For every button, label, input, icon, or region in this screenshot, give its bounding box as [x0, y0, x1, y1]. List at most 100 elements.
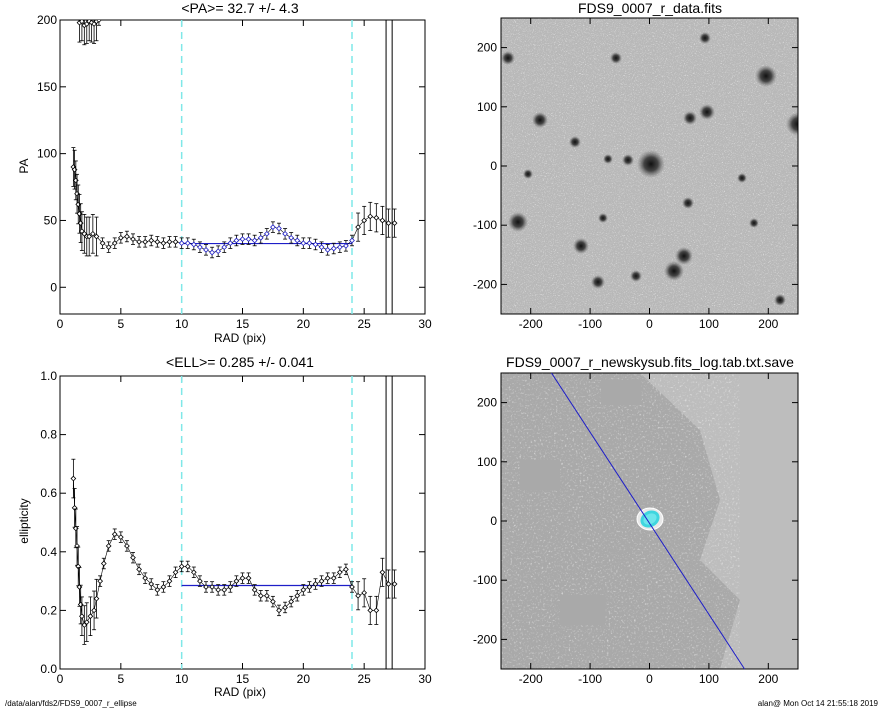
ell-data-point — [209, 584, 215, 590]
pa-data-point — [130, 236, 136, 243]
ell-data-point — [288, 598, 295, 605]
pa-data-point — [373, 214, 380, 221]
pa-x-tick-label: 5 — [117, 317, 124, 331]
ell-series-line — [73, 478, 395, 626]
pa-data-point — [288, 234, 295, 241]
pa-y-tick-label: 100 — [37, 147, 57, 161]
ell-data-point — [124, 543, 130, 549]
pa-data-point — [184, 240, 191, 247]
ell-data-point — [117, 534, 124, 541]
data-x-tick-label: 200 — [758, 317, 778, 331]
pa-data-point — [86, 20, 93, 25]
ell-data-point — [355, 592, 361, 599]
pa-x-tick-label: 30 — [418, 317, 432, 331]
pa-data-point — [105, 244, 112, 251]
pa-data-point — [270, 224, 276, 231]
pa-data-point — [148, 237, 155, 244]
ell-y-axis-label: ellipticity — [17, 498, 31, 543]
ell-data-point — [184, 563, 191, 570]
pa-data-point — [124, 233, 130, 240]
pa-data-point — [154, 238, 161, 245]
data-x-tick-label: 100 — [699, 317, 719, 331]
pa-chart-title: <PA>= 32.7 +/- 4.3 — [181, 0, 298, 16]
model-x-tick-label: 200 — [758, 672, 778, 686]
ell-y-tick-label: 0.0 — [40, 662, 57, 676]
pa-x-tick-label: 25 — [357, 317, 371, 331]
model-y-tick-label: 200 — [477, 396, 497, 410]
ell-y-tick-label: 0.8 — [40, 428, 57, 442]
ell-data-point — [93, 595, 100, 602]
ell-x-tick-label: 10 — [175, 672, 189, 686]
pa-data-point — [209, 249, 215, 256]
ell-data-point — [79, 613, 85, 620]
ell-x-tick-label: 20 — [297, 672, 311, 686]
data-y-tick-label: 200 — [477, 41, 497, 55]
pa-data-point — [221, 244, 228, 251]
pa-data-point — [166, 238, 173, 245]
ell-data-point — [349, 584, 355, 590]
ell-y-tick-label: 0.6 — [40, 486, 57, 500]
ell-x-tick-label: 25 — [357, 672, 371, 686]
ell-chart-title: <ELL>= 0.285 +/- 0.041 — [166, 354, 314, 370]
ell-data-point — [330, 575, 337, 582]
pa-x-axis-label: RAD (pix) — [214, 331, 266, 345]
data-y-tick-label: 100 — [477, 100, 497, 114]
pa-data-point — [117, 234, 124, 241]
pa-data-point — [251, 237, 258, 244]
pa-data-point — [239, 236, 246, 243]
ell-data-point — [105, 543, 112, 549]
model-y-tick-label: -100 — [473, 573, 497, 587]
ell-data-point — [130, 554, 136, 561]
pa-data-point — [282, 230, 288, 237]
pa-data-point — [300, 240, 307, 247]
model-x-tick-label: -100 — [578, 672, 602, 686]
ell-y-tick-label: 1.0 — [40, 369, 57, 383]
data-image — [501, 18, 798, 314]
pa-data-point — [190, 241, 197, 248]
pa-data-point — [172, 238, 179, 245]
model-image-title: FDS9_0007_r_newskysub.fits_log.tab.txt.s… — [506, 354, 794, 370]
pa-data-point — [257, 234, 264, 241]
data-y-tick-label: -200 — [473, 277, 497, 291]
data-x-tick-label: -200 — [519, 317, 543, 331]
ell-data-point — [367, 607, 374, 614]
pa-data-point — [197, 244, 203, 251]
pa-data-point — [160, 240, 167, 247]
ell-data-point — [300, 587, 307, 593]
pa-y-axis-label: PA — [17, 158, 31, 173]
ell-data-point — [87, 613, 94, 620]
pa-data-point — [203, 246, 209, 253]
data-y-tick-label: -100 — [473, 218, 497, 232]
ell-data-point — [221, 587, 228, 593]
ell-data-point — [154, 587, 161, 593]
ell-data-point — [361, 589, 368, 596]
ell-data-point — [227, 584, 234, 590]
ell-data-point — [379, 569, 386, 576]
model-major-axis-line — [551, 372, 745, 670]
ell-data-point — [336, 569, 343, 576]
pa-data-point — [79, 20, 85, 25]
pa-data-point — [349, 237, 355, 244]
pa-data-point — [136, 238, 142, 245]
ell-y-tick-label: 0.4 — [40, 545, 57, 559]
ell-data-point — [312, 581, 319, 587]
pa-x-tick-label: 10 — [175, 317, 189, 331]
ell-data-point — [178, 563, 185, 570]
ell-data-point — [83, 619, 90, 625]
pa-x-tick-label: 0 — [57, 317, 64, 331]
pa-data-point — [324, 246, 331, 253]
footer-user-time: alan@ Mon Oct 14 21:55:18 2019 — [758, 699, 879, 708]
ell-x-tick-label: 5 — [117, 672, 124, 686]
ellipticity-profile-panel: <ELL>= 0.285 +/- 0.041 0 5 10 15 20 25 30 0.0 0.… — [17, 354, 432, 699]
pa-data-point — [343, 242, 349, 249]
ell-data-point — [148, 581, 155, 587]
ell-plot-frame — [59, 375, 426, 670]
pa-x-tick-label: 15 — [236, 317, 250, 331]
pa-data-point — [93, 233, 100, 240]
pa-data-point — [142, 238, 149, 245]
pa-x-tick-label: 20 — [297, 317, 311, 331]
pa-data-point — [306, 240, 313, 247]
pa-data-point — [361, 217, 368, 224]
pa-profile-panel: <PA>= 32.7 +/- 4.3 0 5 10 15 20 25 30 0 50 100 150… — [17, 0, 432, 345]
